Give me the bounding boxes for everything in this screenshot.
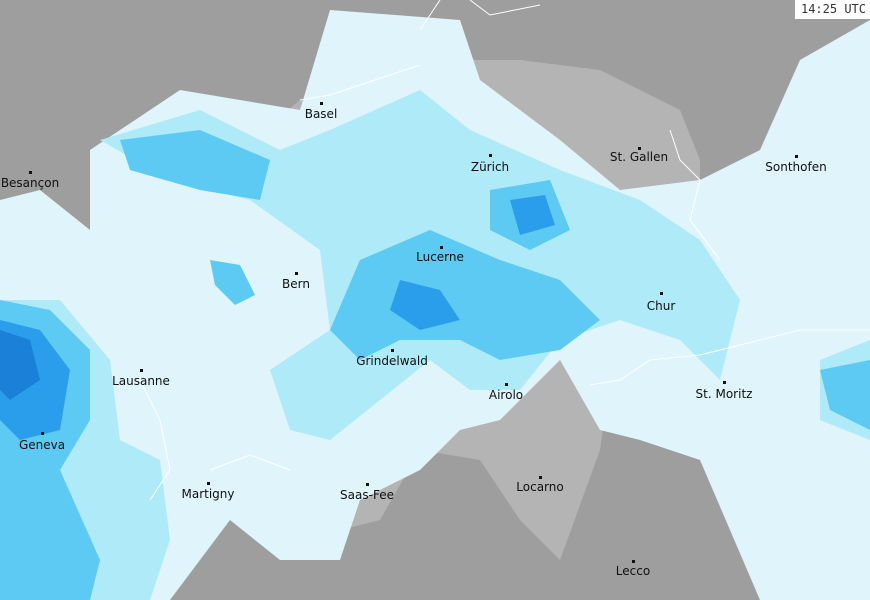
radar-timestamp: 14:25 UTC	[794, 0, 870, 19]
city-marker-lucerne	[440, 246, 443, 249]
precipitation-layer	[0, 10, 870, 600]
city-marker-lecco	[632, 560, 635, 563]
city-marker-bern	[295, 272, 298, 275]
city-label-chur: Chur	[646, 299, 676, 313]
city-label-lecco: Lecco	[615, 564, 651, 578]
city-marker-st-gallen	[638, 147, 641, 150]
city-label-bern: Bern	[282, 277, 310, 291]
city-label-martigny: Martigny	[181, 487, 235, 501]
city-label-grindelwald: Grindelwald	[356, 354, 428, 368]
city-marker-besan-on	[29, 171, 32, 174]
city-label-airolo: Airolo	[488, 388, 524, 402]
city-label-besan-on: Besançon	[0, 176, 60, 190]
city-marker-martigny	[207, 482, 210, 485]
city-marker-grindelwald	[391, 349, 394, 352]
city-marker-lausanne	[140, 369, 143, 372]
city-label-basel: Basel	[304, 107, 338, 121]
borders	[139, 0, 870, 501]
city-marker-locarno	[539, 476, 542, 479]
city-label-locarno: Locarno	[516, 480, 564, 494]
city-label-sonthofen: Sonthofen	[765, 160, 827, 174]
city-label-geneva: Geneva	[18, 438, 66, 452]
city-label-lucerne: Lucerne	[416, 250, 464, 264]
city-marker-sonthofen	[795, 155, 798, 158]
city-label-lausanne: Lausanne	[112, 374, 170, 388]
city-marker-saas-fee	[366, 483, 369, 486]
city-marker-z-rich	[489, 154, 492, 157]
city-label-z-rich: Zürich	[470, 160, 510, 174]
city-marker-basel	[320, 102, 323, 105]
city-marker-st-moritz	[723, 381, 726, 384]
city-label-st-moritz: St. Moritz	[695, 387, 753, 401]
city-label-st-gallen: St. Gallen	[609, 150, 669, 164]
city-marker-chur	[660, 292, 663, 295]
city-marker-airolo	[505, 383, 508, 386]
city-marker-geneva	[41, 432, 44, 435]
city-label-saas-fee: Saas-Fee	[340, 488, 394, 502]
